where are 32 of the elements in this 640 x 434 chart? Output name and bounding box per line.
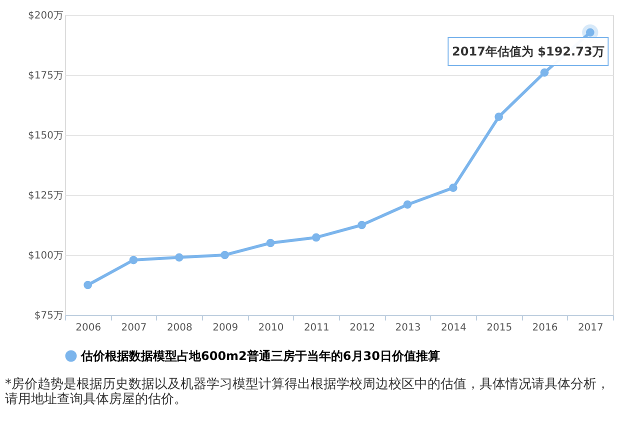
point <box>129 256 138 264</box>
point <box>174 253 184 262</box>
x-tick-label: 2006 <box>76 322 102 334</box>
x-tick-label: 2012 <box>350 322 376 334</box>
point <box>312 233 320 242</box>
y-tick-label: $75万 <box>34 310 64 322</box>
y-tick-label: $150万 <box>28 130 64 142</box>
x-tick-label: 2011 <box>304 322 330 334</box>
x-tick-label: 2013 <box>395 322 421 334</box>
x-tick-label: 2010 <box>258 322 284 334</box>
x-tick-label: 2009 <box>212 322 238 334</box>
point <box>494 112 504 121</box>
x-tick-label: 2008 <box>166 322 192 334</box>
text: *房价趋势是根据历史数据以及机器学习模型计算得出根据学校周边校区中的估值，具体情况请具体分析，请用地址查询具体房屋的估价。 <box>5 376 610 407</box>
x-tick-label: 2015 <box>486 322 512 334</box>
x-tick-label: 2007 <box>121 322 147 334</box>
point <box>540 68 549 77</box>
x-tick-label: 2014 <box>440 322 466 334</box>
y-tick-label: $200万 <box>28 10 64 22</box>
point <box>266 238 275 248</box>
point <box>84 280 92 290</box>
y-tick-label: $100万 <box>28 250 64 262</box>
point <box>448 184 458 192</box>
annotation: 2017年估值为 $192.73万 <box>452 44 604 58</box>
y-tick-label: $125万 <box>28 190 64 202</box>
point <box>403 200 412 209</box>
x-tick-label: 2016 <box>532 322 558 334</box>
x-tick-label: 2017 <box>578 322 604 334</box>
y-tick-label: $175万 <box>28 70 64 82</box>
point <box>358 220 366 230</box>
legend-label: 估价根据数据模型占地600m2普通三房于当年的6月30日价值推算 <box>80 349 440 363</box>
point <box>220 250 230 260</box>
